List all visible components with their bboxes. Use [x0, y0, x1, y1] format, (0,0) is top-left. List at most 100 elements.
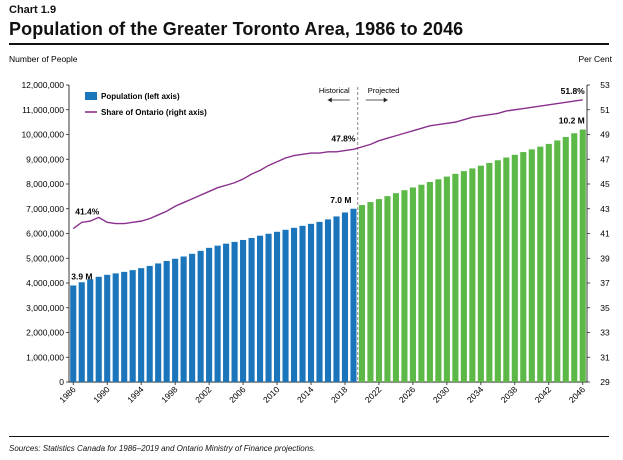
right-tick-label: 41	[600, 229, 610, 239]
annotation-pop-end: 10.2 M	[559, 116, 585, 126]
population-bar-2001	[197, 250, 204, 382]
population-bar-1998	[172, 258, 179, 382]
right-tick-label: 33	[600, 328, 610, 338]
projected-label: Projected	[368, 86, 400, 95]
population-bar-2032	[460, 171, 467, 382]
population-bar-2004	[223, 243, 230, 382]
share-of-ontario-line	[72, 99, 583, 230]
left-tick-label: 5,000,000	[26, 253, 64, 263]
population-bar-1996	[155, 263, 162, 382]
right-tick-label: 35	[600, 303, 610, 313]
x-tick-label: 1994	[125, 384, 146, 405]
population-bar-1991	[112, 273, 119, 382]
population-bar-2005	[231, 241, 238, 382]
population-bar-2040	[528, 149, 535, 382]
population-bar-2043	[554, 140, 561, 382]
left-tick-label: 1,000,000	[26, 352, 64, 362]
population-bar-1997	[163, 260, 170, 382]
population-bar-2008	[257, 235, 264, 382]
population-bar-2015	[316, 221, 323, 382]
right-tick-label: 47	[600, 154, 610, 164]
left-axis-title: Number of People	[9, 54, 78, 64]
left-tick-label: 7,000,000	[26, 204, 64, 214]
population-bar-2031	[452, 173, 459, 382]
population-bar-2014	[307, 223, 315, 382]
historical-label: Historical	[319, 86, 350, 95]
right-tick-label: 49	[600, 130, 610, 140]
legend-share-label: Share of Ontario (right axis)	[101, 108, 207, 117]
population-bar-2024	[392, 193, 399, 382]
left-tick-label: 0	[59, 377, 64, 387]
left-tick-label: 6,000,000	[26, 229, 64, 239]
annotation-share-start: 41.4%	[75, 207, 100, 217]
population-bar-1986	[70, 285, 77, 382]
population-bar-1994	[138, 268, 145, 382]
population-bar-2033	[469, 168, 476, 382]
population-bar-2006	[240, 239, 247, 382]
projected-arrow-head	[383, 97, 388, 103]
population-bar-2041	[537, 146, 544, 382]
population-bar-2029	[435, 179, 442, 382]
population-bar-2007	[248, 237, 255, 382]
annotation-pop-start: 3.9 M	[71, 271, 92, 281]
population-bar-2011	[282, 229, 289, 382]
x-tick-label: 2046	[567, 384, 588, 405]
source-rule	[9, 436, 609, 437]
x-tick-label: 2002	[193, 384, 214, 405]
population-bar-2044	[562, 136, 569, 382]
right-tick-label: 31	[600, 352, 610, 362]
right-tick-label: 53	[600, 80, 610, 90]
population-bar-2020	[358, 205, 366, 382]
left-tick-label: 2,000,000	[26, 328, 64, 338]
chart-label: Chart 1.9	[9, 4, 57, 16]
population-bar-2035	[486, 162, 493, 382]
right-tick-label: 37	[600, 278, 610, 288]
right-tick-label: 29	[600, 377, 610, 387]
chart-title: Population of the Greater Toronto Area, …	[9, 19, 464, 39]
population-bar-1987	[78, 282, 85, 382]
x-tick-label: 2010	[261, 384, 282, 405]
x-tick-label: 2042	[533, 384, 554, 405]
left-tick-label: 11,000,000	[22, 105, 64, 115]
annotation-pop-2019: 7.0 M	[330, 195, 351, 205]
population-bar-2010	[273, 231, 281, 382]
population-bar-2038	[511, 154, 518, 382]
x-tick-label: 2038	[499, 384, 520, 405]
source-note: Sources: Statistics Canada for 1986–2019…	[9, 444, 316, 453]
title-rule	[9, 43, 609, 45]
population-bar-2039	[520, 152, 527, 382]
population-bar-2000	[189, 253, 196, 382]
left-tick-label: 3,000,000	[26, 303, 64, 313]
x-tick-label: 2006	[227, 384, 248, 405]
population-bar-2021	[367, 202, 374, 382]
x-tick-label: 1990	[91, 384, 112, 405]
population-bar-2046	[579, 129, 586, 382]
population-bar-2028	[426, 182, 433, 382]
population-bar-2018	[341, 212, 349, 382]
x-tick-label: 2034	[465, 384, 486, 405]
share-line-group	[72, 99, 583, 230]
population-bar-2003	[214, 245, 221, 382]
population-bar-1995	[146, 265, 153, 382]
population-bar-2009	[265, 233, 272, 382]
population-bar-1993	[129, 270, 136, 382]
x-tick-label: 1998	[159, 384, 180, 405]
population-bar-2027	[418, 184, 425, 382]
left-tick-label: 9,000,000	[26, 154, 64, 164]
left-tick-label: 12,000,000	[21, 80, 64, 90]
population-bar-2030	[443, 176, 450, 382]
x-tick-label: 2026	[397, 384, 418, 405]
right-tick-label: 51	[600, 105, 610, 115]
population-bar-2037	[503, 157, 510, 382]
right-axis-title: Per Cent	[578, 54, 612, 64]
population-chart: Number of People Per Cent 0 1,000,000 2,000,…	[9, 54, 613, 405]
population-bar-1999	[180, 256, 187, 382]
population-bar-2016	[324, 219, 332, 382]
population-bar-1989	[95, 276, 102, 382]
right-tick-label: 45	[600, 179, 610, 189]
population-bar-2002	[206, 247, 213, 382]
population-bar-2025	[401, 190, 408, 382]
population-bar-2026	[409, 187, 416, 382]
left-tick-label: 4,000,000	[26, 278, 64, 288]
population-bar-2012	[290, 227, 298, 382]
